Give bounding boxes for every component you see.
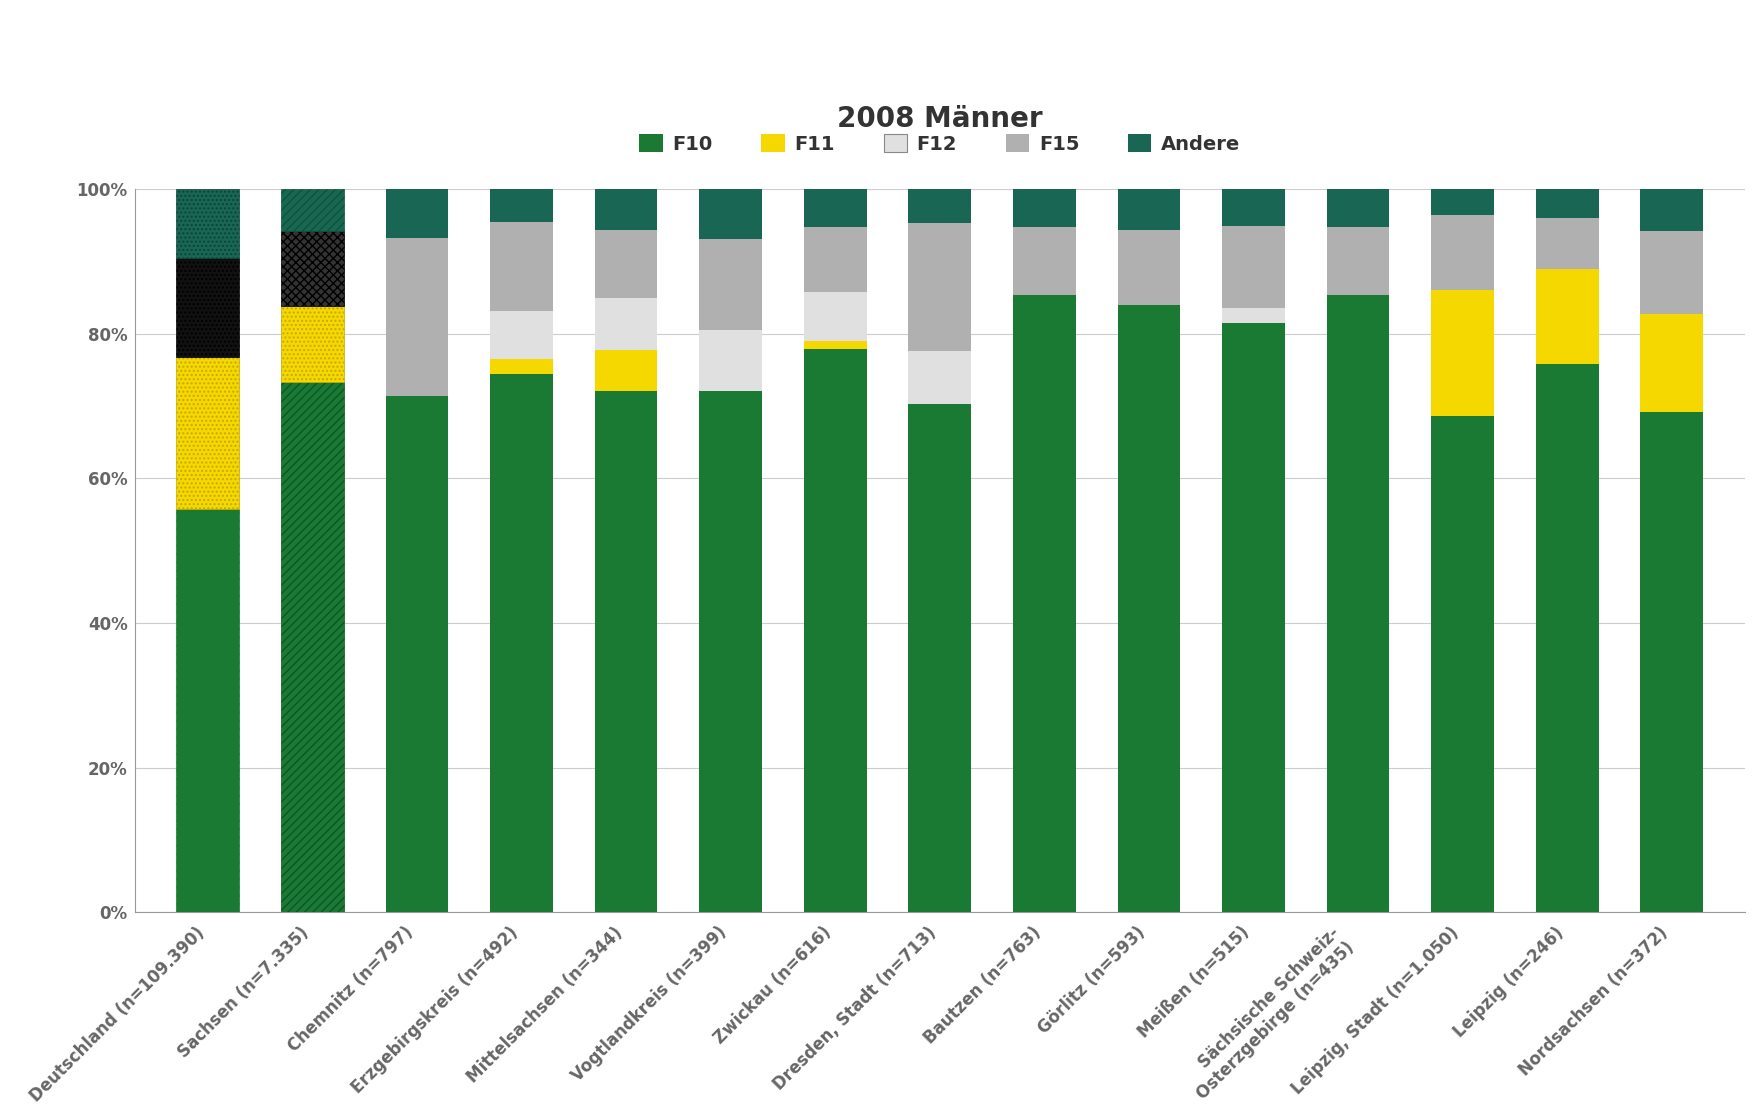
Bar [908,223,972,351]
Bar [176,189,239,258]
Bar [908,351,972,404]
Bar [804,189,866,227]
Bar [1014,295,1075,913]
Bar [699,330,762,391]
Bar [595,189,658,231]
Bar [908,404,972,913]
Bar [804,292,866,342]
Bar [1431,189,1494,215]
Bar [595,351,658,391]
Bar [595,231,658,298]
Bar [1118,306,1181,913]
Bar [1640,314,1704,412]
Bar [282,382,343,913]
Bar [1221,226,1285,308]
Bar [491,374,553,913]
Bar [491,358,553,374]
Bar [804,227,866,292]
Bar [1221,189,1285,226]
Bar [1327,226,1389,295]
Bar [282,189,343,231]
Bar [1118,189,1181,231]
Bar [804,349,866,913]
Bar [1014,189,1075,226]
Legend: F10, F11, F12, F15, Andere: F10, F11, F12, F15, Andere [632,127,1248,161]
Bar [1431,290,1494,417]
Bar [908,189,972,223]
Bar [385,396,449,913]
Bar [282,231,343,307]
Bar [491,311,553,358]
Bar [1640,189,1704,231]
Title: 2008 Männer: 2008 Männer [838,104,1042,132]
Bar [176,356,239,508]
Bar [385,239,449,396]
Bar [176,258,239,356]
Bar [1327,295,1389,913]
Bar [1221,308,1285,324]
Bar [1431,215,1494,290]
Bar [1640,231,1704,314]
Bar [804,342,866,349]
Bar [1014,226,1075,295]
Bar [385,189,449,239]
Bar [699,189,762,239]
Bar [1327,189,1389,226]
Bar [1536,189,1598,218]
Bar [1431,417,1494,913]
Bar [595,298,658,351]
Bar [491,222,553,311]
Bar [491,189,553,222]
Bar [595,391,658,913]
Bar [1536,218,1598,270]
Bar [176,508,239,913]
Bar [1221,324,1285,913]
Bar [699,239,762,330]
Bar [699,391,762,913]
Bar [1640,412,1704,913]
Bar [1118,231,1181,306]
Bar [1536,364,1598,913]
Bar [282,307,343,382]
Bar [1536,270,1598,364]
